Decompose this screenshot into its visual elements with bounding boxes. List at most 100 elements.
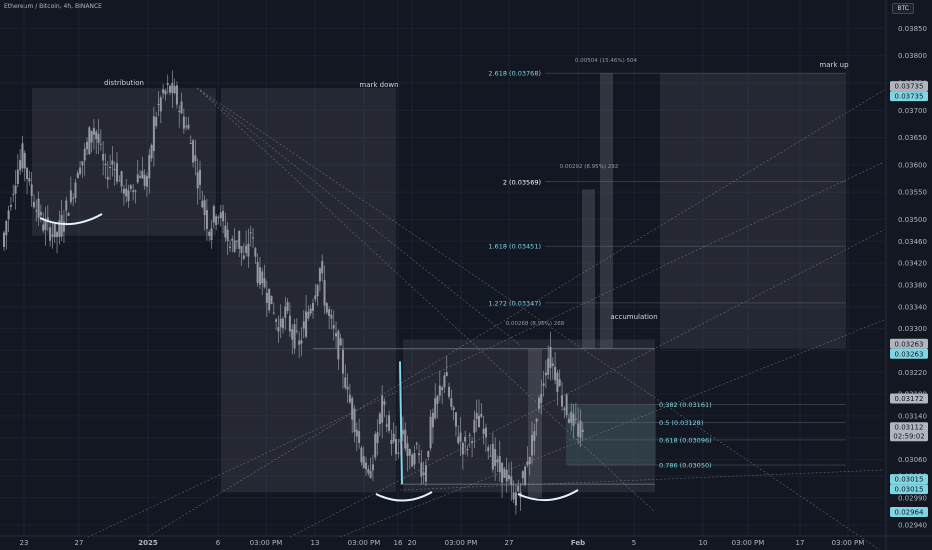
trend-lines bbox=[87, 87, 885, 550]
candle-body bbox=[81, 161, 84, 166]
fib-label: 0.786 (0.03050) bbox=[659, 462, 712, 470]
candle-body bbox=[494, 449, 497, 467]
candle-body bbox=[551, 363, 554, 366]
candle-body bbox=[62, 221, 65, 232]
y-tick-label: 0.03380 bbox=[898, 281, 927, 289]
fib-label: 0.382 (0.03161) bbox=[659, 401, 712, 409]
candle-body bbox=[16, 169, 19, 185]
candle-body bbox=[83, 148, 86, 161]
candle-body bbox=[512, 492, 515, 500]
candle-body bbox=[254, 248, 257, 257]
candle-body bbox=[185, 126, 188, 128]
candle-body bbox=[457, 436, 460, 444]
candle-body bbox=[397, 452, 400, 454]
candle-body bbox=[286, 301, 289, 311]
chart-grid bbox=[0, 0, 885, 536]
candle-body bbox=[127, 190, 130, 201]
x-tick-label: 2025 bbox=[138, 539, 158, 547]
candle-body bbox=[275, 319, 278, 322]
candle-body bbox=[258, 267, 261, 285]
y-tick-label: 0.03140 bbox=[898, 412, 927, 420]
candle-body bbox=[491, 443, 494, 470]
range-measure-label: 0.00292 (8.95%) 292 bbox=[560, 164, 619, 170]
candle-body bbox=[339, 338, 342, 346]
price-tag-label: 0.03263 bbox=[895, 340, 924, 348]
candle-body bbox=[173, 85, 176, 94]
candle-body bbox=[222, 210, 225, 222]
range-bar bbox=[582, 189, 595, 349]
candle-body bbox=[577, 423, 580, 437]
candle-body bbox=[293, 324, 296, 349]
candle-body bbox=[418, 453, 421, 456]
candle-body bbox=[30, 184, 33, 197]
candle-body bbox=[344, 377, 347, 388]
candle-body bbox=[277, 327, 280, 332]
candle-body bbox=[233, 240, 236, 252]
candle-body bbox=[205, 210, 208, 230]
y-tick-label: 0.03800 bbox=[898, 52, 927, 60]
price-tag bbox=[890, 474, 928, 485]
candle-body bbox=[231, 238, 234, 241]
candle-body bbox=[139, 176, 142, 178]
candle-body bbox=[132, 190, 135, 193]
candle-body bbox=[72, 197, 75, 199]
candle-body bbox=[501, 462, 504, 483]
y-tick-label: 0.03420 bbox=[898, 260, 927, 268]
candle-body bbox=[420, 462, 423, 477]
candle-body bbox=[371, 464, 374, 471]
candle-body bbox=[367, 468, 370, 474]
x-tick-label: 27 bbox=[505, 539, 514, 547]
candle-body bbox=[194, 155, 197, 162]
candle-body bbox=[531, 434, 534, 456]
candle-body bbox=[305, 311, 308, 337]
candle-body bbox=[217, 216, 220, 218]
candle-body bbox=[37, 198, 40, 218]
candle-body bbox=[141, 170, 144, 179]
candle-body bbox=[196, 172, 199, 189]
candle-body bbox=[524, 466, 527, 486]
candle-body bbox=[300, 340, 303, 344]
candle-body bbox=[422, 472, 425, 476]
price-tag-label: 0.03015 bbox=[895, 476, 924, 484]
candle-body bbox=[415, 443, 418, 445]
candle-body bbox=[385, 424, 388, 427]
annotations: distribution mark down accumulation mark up… bbox=[39, 58, 849, 502]
range-measure-label: 0.00268 (8.95%) 268 bbox=[506, 321, 565, 327]
candle-body bbox=[150, 144, 153, 159]
candle-body bbox=[56, 232, 59, 238]
candle-body bbox=[279, 318, 282, 328]
label-mark-up: mark up bbox=[819, 61, 849, 69]
markdown-box bbox=[221, 88, 396, 493]
candle-body bbox=[556, 372, 559, 393]
currency-button[interactable]: BTC bbox=[892, 3, 914, 14]
candle-body bbox=[427, 451, 430, 457]
candle-body bbox=[408, 449, 411, 456]
x-axis: 23 27 2025 6 03:00 PM 13 03:00 PM 16 20 03:00 PM 2… bbox=[0, 535, 932, 547]
candle-body bbox=[374, 434, 377, 458]
candle-body bbox=[537, 397, 540, 409]
candle-body bbox=[53, 224, 56, 238]
candle-body bbox=[180, 101, 183, 114]
price-tag bbox=[890, 506, 928, 517]
candle-body bbox=[365, 462, 368, 470]
candle-body bbox=[526, 461, 529, 466]
candle-body bbox=[268, 288, 271, 311]
candle-body bbox=[44, 220, 47, 230]
candle-body bbox=[332, 325, 335, 329]
fib-label: 1.618 (0.03451) bbox=[488, 243, 541, 251]
candle-body bbox=[102, 153, 105, 161]
candle-body bbox=[26, 168, 29, 180]
candle-body bbox=[157, 104, 160, 106]
low-arc bbox=[375, 491, 433, 502]
candle-body bbox=[489, 455, 492, 457]
candle-body bbox=[58, 220, 61, 237]
candle-body bbox=[438, 385, 441, 396]
candle-body bbox=[228, 246, 231, 249]
candle-body bbox=[376, 432, 379, 443]
y-tick-label: 0.03850 bbox=[898, 25, 927, 33]
candle-body bbox=[468, 434, 471, 436]
candle-body bbox=[302, 321, 305, 329]
x-tick-label: 23 bbox=[20, 539, 29, 547]
candle-body bbox=[487, 447, 490, 452]
